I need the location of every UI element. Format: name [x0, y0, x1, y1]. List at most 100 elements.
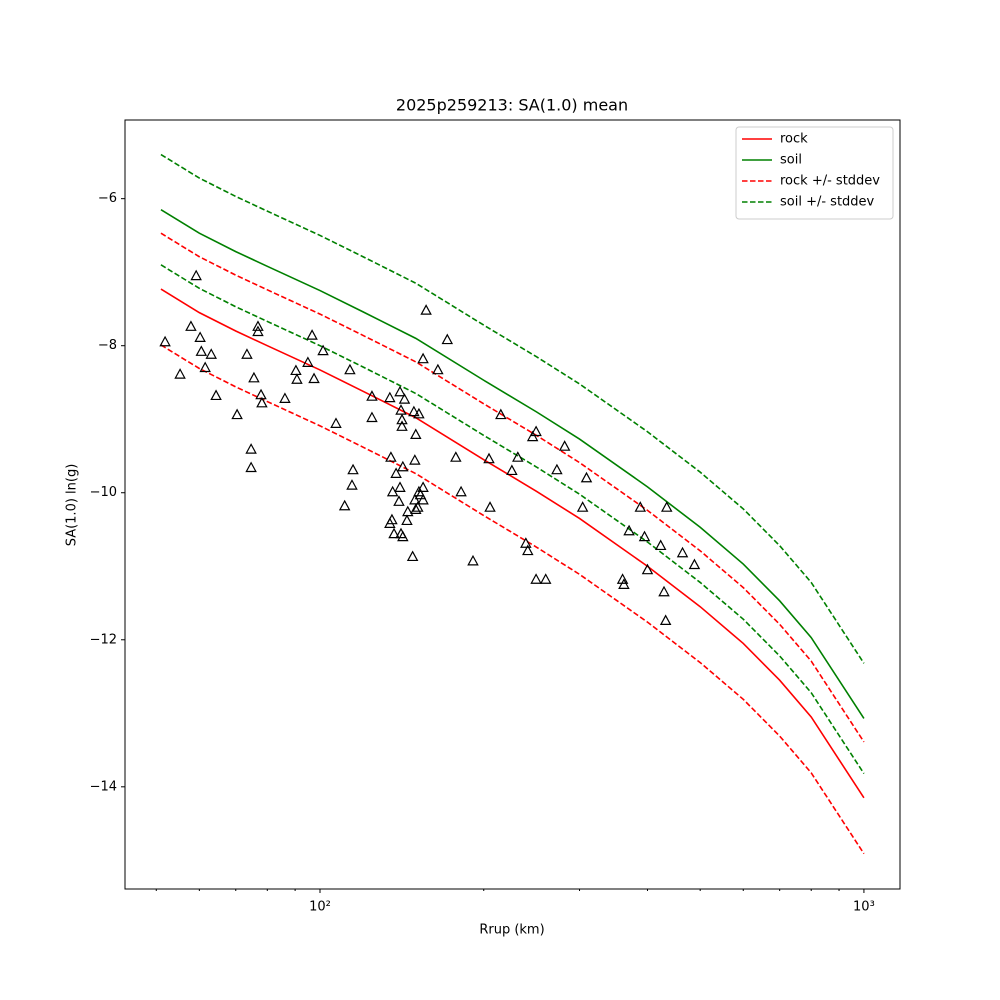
data-point — [252, 320, 264, 331]
data-point — [290, 364, 302, 376]
y-tick-label: −14 — [90, 779, 117, 794]
curve — [160, 153, 865, 664]
data-point — [576, 501, 589, 512]
data-point — [413, 407, 425, 419]
data-point — [638, 530, 651, 542]
data-point — [688, 558, 701, 570]
data-point — [199, 361, 211, 373]
x-tick-label: 10² — [309, 900, 331, 915]
data-point — [484, 501, 496, 512]
data-point — [205, 348, 217, 359]
chart-title: 2025p259213: SA(1.0) mean — [396, 96, 628, 115]
legend-label: rock +/- stddev — [780, 174, 880, 189]
data-point — [658, 585, 670, 597]
data-point — [402, 505, 414, 517]
data-point — [396, 420, 408, 431]
data-point — [245, 461, 257, 473]
y-tick-label: −10 — [90, 485, 117, 500]
y-tick-label: −8 — [98, 338, 117, 353]
data-point — [522, 544, 534, 556]
data-point — [252, 325, 264, 337]
data-point — [159, 335, 171, 347]
legend-box — [735, 126, 894, 220]
legend: rock soil rock +/- stddev soil +/- stddev — [735, 126, 894, 220]
data-point — [558, 440, 571, 451]
data-point — [450, 451, 462, 462]
data-point — [394, 385, 406, 397]
data-point — [660, 501, 673, 512]
curve — [160, 344, 865, 855]
data-point — [241, 348, 253, 359]
data-point — [623, 524, 635, 536]
data-point — [641, 563, 654, 575]
data-point — [330, 417, 342, 428]
data-point — [385, 451, 397, 462]
plot-frame — [124, 119, 901, 890]
data-point — [396, 413, 408, 425]
x-tick-label: 10³ — [853, 900, 875, 915]
data-point — [506, 464, 518, 476]
data-point — [408, 405, 420, 417]
data-point — [432, 363, 444, 375]
data-point — [384, 391, 396, 403]
data-point — [245, 443, 257, 454]
data-point — [384, 517, 396, 528]
y-tick-label: −12 — [90, 632, 117, 647]
data-point — [231, 408, 243, 420]
curve — [160, 209, 865, 719]
data-point — [618, 578, 630, 589]
data-point — [256, 396, 268, 408]
data-point — [530, 573, 542, 584]
y-tick-label: −6 — [98, 191, 117, 206]
data-point — [393, 495, 405, 506]
data-point — [530, 425, 542, 437]
data-point — [417, 352, 429, 364]
data-point — [185, 320, 197, 331]
data-point — [347, 463, 359, 475]
data-point — [495, 408, 507, 420]
legend-label: soil — [780, 153, 802, 168]
data-point — [395, 404, 407, 415]
data-point — [441, 333, 454, 345]
x-axis-label: Rrup (km) — [479, 923, 544, 938]
data-point — [654, 539, 667, 551]
data-point — [210, 389, 222, 401]
legend-label: soil +/- stddev — [780, 195, 875, 210]
data-point — [410, 503, 422, 514]
data-point — [398, 393, 411, 404]
data-point — [291, 373, 303, 384]
data-point — [394, 481, 406, 492]
data-point — [526, 430, 539, 442]
data-point — [483, 452, 495, 464]
data-point — [390, 467, 402, 478]
data-point — [401, 514, 413, 526]
data-point — [539, 573, 552, 584]
data-point — [338, 499, 351, 511]
curve — [160, 264, 865, 775]
data-point — [388, 527, 400, 539]
legend-label: rock — [780, 132, 808, 147]
data-point — [410, 428, 422, 440]
data-point — [551, 463, 563, 475]
data-point — [512, 451, 524, 462]
data-point — [317, 344, 329, 356]
data-point — [397, 460, 409, 472]
data-point — [366, 390, 378, 401]
y-axis-label: SA(1.0) ln(g) — [65, 464, 80, 547]
plot-area — [159, 153, 865, 855]
data-point — [306, 329, 318, 340]
data-point — [520, 537, 532, 548]
data-point — [659, 614, 672, 626]
data-point — [467, 554, 479, 566]
data-point — [194, 331, 206, 342]
data-point — [420, 304, 432, 315]
data-point — [676, 546, 689, 558]
data-point — [308, 372, 320, 384]
data-point — [409, 454, 421, 465]
data-point — [580, 471, 593, 483]
data-point — [174, 368, 186, 379]
data-point — [366, 411, 378, 423]
data-point — [634, 501, 647, 512]
data-point — [248, 371, 260, 383]
